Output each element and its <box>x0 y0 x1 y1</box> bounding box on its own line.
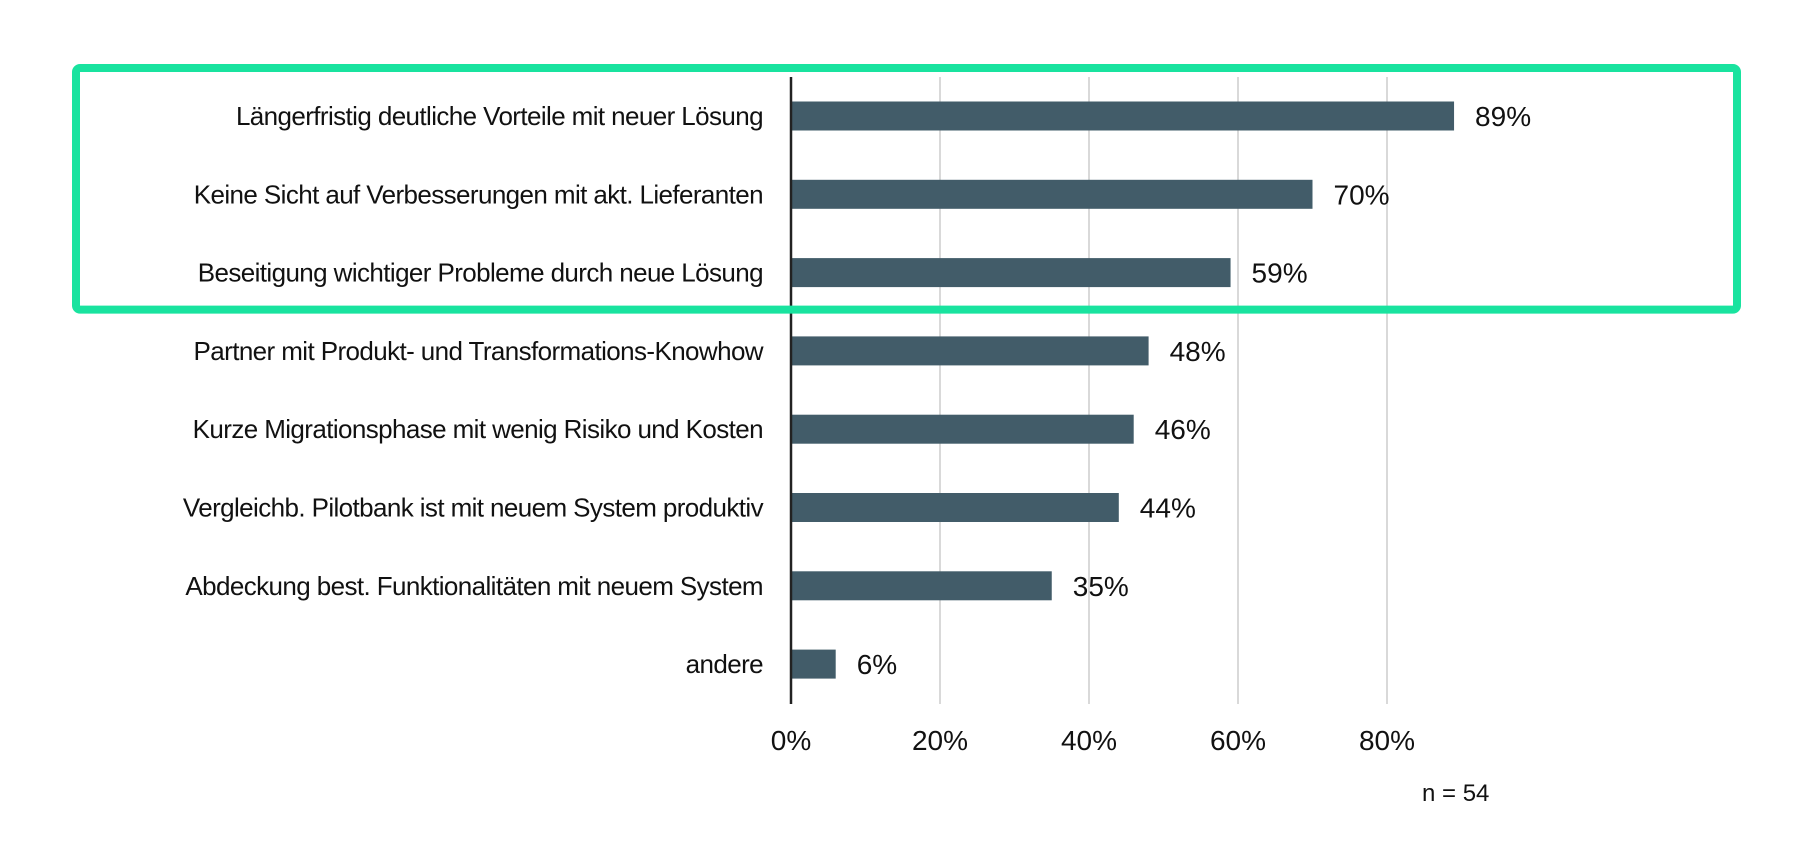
sample-size-note: n = 54 <box>1422 780 1489 807</box>
category-label: Keine Sicht auf Verbesserungen mit akt. … <box>194 179 763 209</box>
category-label: Vergleichb. Pilotbank ist mit neuem Syst… <box>183 493 764 523</box>
category-label: Längerfristig deutliche Vorteile mit neu… <box>236 101 763 131</box>
bar <box>791 179 1313 209</box>
value-label: 59% <box>1252 258 1308 289</box>
bar <box>791 336 1149 366</box>
x-tick-label: 60% <box>1210 725 1266 756</box>
category-label: Beseitigung wichtiger Probleme durch neu… <box>198 258 763 288</box>
grid-layer <box>939 77 1388 704</box>
value-label: 48% <box>1170 336 1226 367</box>
bar <box>791 414 1134 444</box>
x-tick-label: 20% <box>912 725 968 756</box>
bar <box>791 649 836 679</box>
value-label: 44% <box>1140 493 1196 524</box>
category-label: Kurze Migrationsphase mit wenig Risiko u… <box>193 414 763 444</box>
bar <box>791 493 1119 522</box>
value-label: 46% <box>1155 414 1211 445</box>
tick-layer: 0% 20% 40% 60% 80% <box>771 725 1415 756</box>
value-label: 35% <box>1073 571 1129 602</box>
x-tick-label: 80% <box>1359 725 1415 756</box>
value-label: 89% <box>1475 101 1531 132</box>
bar <box>791 571 1052 601</box>
value-label: 70% <box>1334 179 1390 210</box>
label-layer: Längerfristig deutliche Vorteile mit neu… <box>183 101 1531 680</box>
highlight-box <box>72 64 1741 314</box>
category-label: andere <box>686 649 763 679</box>
category-label: Abdeckung best. Funktionalitäten mit neu… <box>185 571 763 601</box>
x-tick-label: 0% <box>771 725 811 756</box>
category-label: Partner mit Produkt- und Transformations… <box>194 336 764 366</box>
bar-layer <box>791 101 1455 679</box>
bar <box>791 101 1455 131</box>
value-label: 6% <box>857 649 897 680</box>
bar <box>791 258 1231 288</box>
x-tick-label: 40% <box>1061 725 1117 756</box>
